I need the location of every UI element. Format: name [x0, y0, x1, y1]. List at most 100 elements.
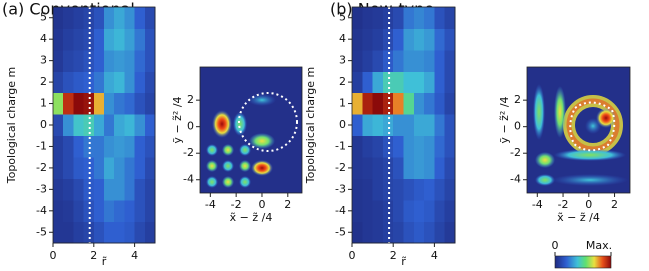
x-axis-label: x̃ − z̃ /4: [557, 211, 600, 224]
heatmap-cell: [124, 200, 135, 222]
heatmap-cell: [104, 92, 115, 115]
heatmap-cell: [63, 200, 74, 222]
heatmap-cell: [393, 200, 404, 222]
colorbar-tick-label: Max.: [586, 239, 612, 252]
heatmap-cell: [144, 221, 156, 244]
heatmap-cell: [114, 49, 125, 72]
heatmap-cell: [434, 92, 446, 115]
heatmap-cell: [372, 7, 384, 29]
heatmap-cell: [413, 200, 425, 222]
heatmap-cell: [413, 7, 425, 29]
heatmap-cell: [93, 7, 105, 29]
heatmap-cell: [73, 92, 84, 115]
y-tick-label: -3: [36, 182, 47, 195]
heatmap-cell: [444, 221, 456, 244]
heatmap-cell: [352, 157, 363, 180]
x-tick-label: 2: [611, 198, 618, 211]
heatmap-cell: [413, 49, 425, 72]
heatmap-cell: [444, 92, 456, 115]
x-tick-label: 0: [585, 198, 592, 211]
heatmap-cell: [144, 135, 156, 158]
heatmap-cell: [362, 221, 373, 244]
y-tick-label: -2: [510, 146, 521, 159]
y-tick-label: 1: [40, 97, 47, 110]
heatmap-cell: [73, 49, 84, 72]
heatmap-cell: [53, 157, 64, 180]
heatmap-cell: [73, 114, 84, 137]
heatmap-cell: [382, 178, 394, 201]
heatmap-cell: [134, 114, 146, 137]
heatmap-cell: [104, 178, 115, 201]
heatmap-cell: [104, 221, 115, 244]
heatmap-cell: [93, 71, 105, 94]
heatmap-cell: [53, 28, 64, 51]
heatmap-cell: [134, 221, 146, 244]
heatmap-cell: [413, 135, 425, 158]
heatmap-cell: [362, 200, 373, 222]
heatmap-cell: [434, 178, 446, 201]
heatmap-cell: [372, 157, 384, 180]
heatmap-cell: [104, 71, 115, 94]
heatmap-cell: [114, 157, 125, 180]
heatmap-cell: [73, 71, 84, 94]
heatmap-cell: [104, 157, 115, 180]
heatmap-cell: [53, 114, 64, 137]
y-tick-label: -2: [335, 161, 346, 174]
heatmap-cell: [444, 49, 456, 72]
x-tick-label: 4: [131, 249, 138, 262]
heatmap-cell: [352, 114, 363, 137]
heatmap-cell: [144, 28, 156, 51]
y-tick-label: 3: [40, 54, 47, 67]
heatmap-cell: [144, 114, 156, 137]
x-tick-label: 2: [284, 198, 291, 211]
heatmap-cell: [403, 114, 415, 137]
heatmap-cell: [124, 7, 135, 29]
heatmap-cell: [144, 92, 156, 115]
heatmap-cell: [114, 135, 125, 158]
heatmap-cell: [372, 114, 384, 137]
plot-frame: [351, 6, 456, 244]
heatmap-cell: [93, 28, 105, 51]
heatmap-cell: [382, 114, 394, 137]
heatmap-cell: [393, 157, 404, 180]
y-axis-label: ỹ − z̃² /4: [498, 96, 511, 143]
heatmap-cell: [83, 178, 95, 201]
heatmap-cell: [362, 114, 373, 137]
y-tick-label: -5: [36, 225, 47, 238]
heatmap-cell: [403, 28, 415, 51]
heatmap-cell: [403, 221, 415, 244]
heatmap-cell: [124, 92, 135, 115]
heatmap-cell: [372, 28, 384, 51]
y-tick-label: 5: [339, 11, 346, 24]
heatmap-cell: [434, 28, 446, 51]
heatmap-cell: [134, 92, 146, 115]
heatmap-cell: [444, 114, 456, 137]
heatmap-cell: [144, 178, 156, 201]
heatmap-cell: [444, 135, 456, 158]
heatmap-cell: [424, 92, 435, 115]
heatmap-cell: [93, 135, 105, 158]
heatmap-cell: [104, 200, 115, 222]
plot-frame: [526, 66, 631, 194]
heatmap-cell: [124, 71, 135, 94]
heatmap-cell: [63, 135, 74, 158]
heatmap-cell: [434, 221, 446, 244]
y-tick-label: -4: [510, 173, 521, 186]
heatmap-cell: [444, 7, 456, 29]
y-tick-label: -2: [183, 146, 194, 159]
x-axis-label: x̃ − z̃ /4: [230, 211, 273, 224]
heatmap-cell: [372, 49, 384, 72]
y-tick-label: 0: [339, 118, 346, 131]
heatmap-cell: [352, 178, 363, 201]
heatmap-cell: [134, 135, 146, 158]
heatmap-cell: [53, 200, 64, 222]
heatmap-cell: [134, 49, 146, 72]
heatmap-cell: [104, 7, 115, 29]
heatmap-cell: [372, 92, 384, 115]
y-tick-label: 2: [339, 75, 346, 88]
heatmap-cell: [63, 7, 74, 29]
heatmap-cell: [424, 71, 435, 94]
heatmap-cell: [362, 7, 373, 29]
y-tick-label: -4: [183, 173, 194, 186]
heatmap-cell: [434, 71, 446, 94]
